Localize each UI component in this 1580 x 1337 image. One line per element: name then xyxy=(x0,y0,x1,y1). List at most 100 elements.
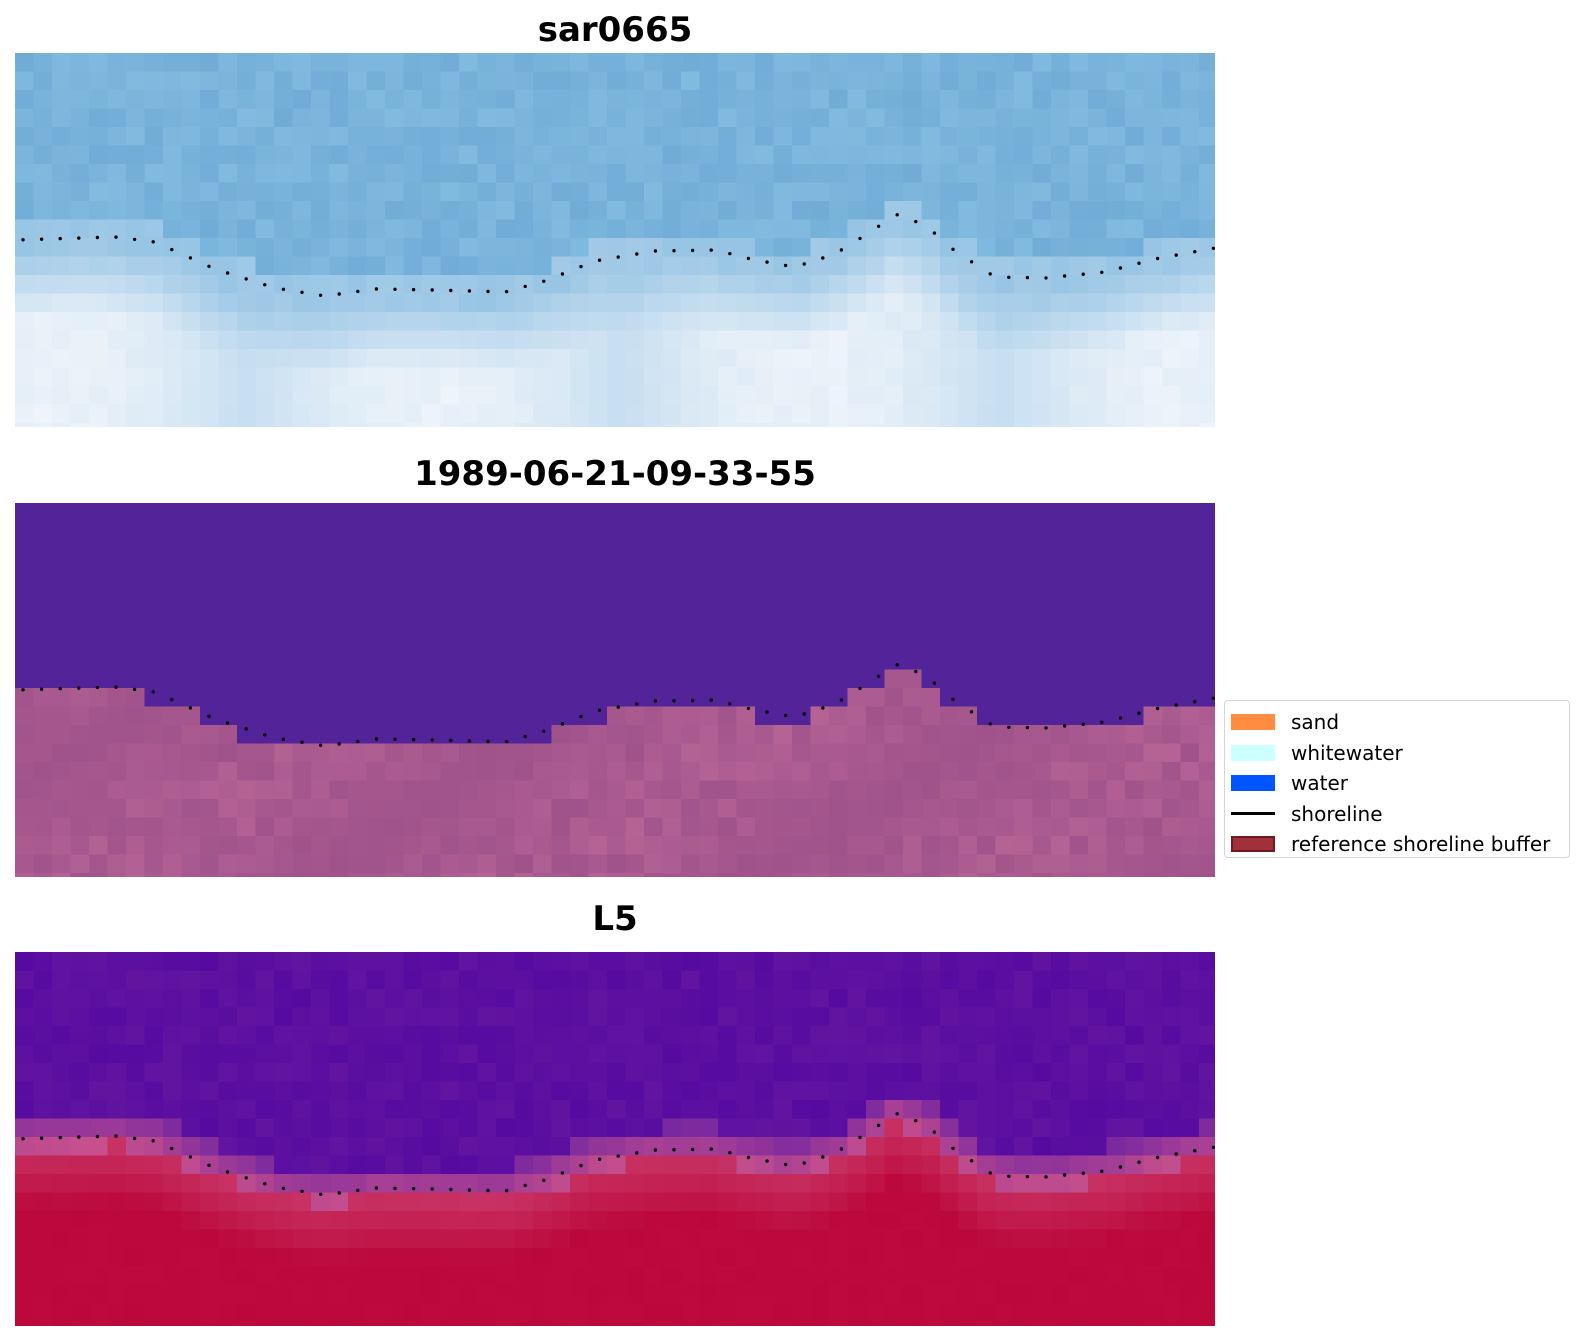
raster-pixel xyxy=(551,1100,571,1120)
raster-pixel xyxy=(755,1174,775,1194)
raster-pixel xyxy=(1069,1118,1089,1138)
raster-pixel xyxy=(440,71,460,91)
raster-pixel xyxy=(403,540,423,560)
raster-pixel xyxy=(459,90,479,110)
raster-pixel xyxy=(274,145,294,165)
raster-pixel xyxy=(70,817,90,837)
raster-pixel xyxy=(329,219,349,239)
raster-pixel xyxy=(348,854,368,874)
raster-pixel xyxy=(477,1100,497,1120)
raster-pixel xyxy=(181,1026,201,1046)
raster-pixel xyxy=(847,90,867,110)
raster-pixel xyxy=(237,743,257,763)
raster-pixel xyxy=(52,1248,72,1268)
raster-pixel xyxy=(366,1211,386,1231)
shoreline-point xyxy=(635,252,639,256)
raster-pixel xyxy=(570,854,590,874)
raster-pixel xyxy=(533,349,553,369)
raster-pixel xyxy=(348,1248,368,1268)
raster-pixel xyxy=(52,1118,72,1138)
raster-pixel xyxy=(1143,970,1163,990)
raster-pixel xyxy=(1180,651,1200,671)
raster-pixel xyxy=(200,1081,220,1101)
raster-pixel xyxy=(255,521,275,541)
raster-pixel xyxy=(52,1063,72,1083)
raster-pixel xyxy=(1143,182,1163,202)
raster-pixel xyxy=(718,349,738,369)
raster-pixel xyxy=(15,521,35,541)
raster-pixel xyxy=(829,1229,849,1249)
raster-pixel xyxy=(829,293,849,313)
raster-pixel xyxy=(718,219,738,239)
raster-pixel xyxy=(662,632,682,652)
raster-pixel xyxy=(366,836,386,856)
raster-pixel xyxy=(699,1211,719,1231)
raster-pixel xyxy=(551,312,571,332)
raster-pixel xyxy=(366,256,386,276)
raster-pixel xyxy=(514,780,534,800)
raster-pixel xyxy=(792,1044,812,1064)
raster-pixel xyxy=(884,558,904,578)
raster-pixel xyxy=(607,90,627,110)
raster-pixel xyxy=(385,404,405,424)
raster-pixel xyxy=(1051,1229,1071,1249)
raster-pixel xyxy=(1106,1063,1126,1083)
raster-pixel xyxy=(1051,219,1071,239)
raster-pixel xyxy=(810,540,830,560)
raster-pixel xyxy=(662,145,682,165)
raster-pixel xyxy=(163,1229,183,1249)
raster-pixel xyxy=(459,423,479,427)
raster-pixel xyxy=(810,1081,830,1101)
shoreline-point xyxy=(839,1147,844,1151)
raster-pixel xyxy=(403,799,423,819)
raster-pixel xyxy=(1088,817,1108,837)
raster-pixel xyxy=(255,71,275,91)
raster-pixel xyxy=(1143,1044,1163,1064)
shoreline-point xyxy=(560,722,565,726)
shoreline-point xyxy=(1193,700,1197,704)
raster-pixel xyxy=(736,238,756,258)
raster-pixel xyxy=(921,293,941,313)
raster-pixel xyxy=(200,614,220,634)
raster-pixel xyxy=(144,1303,164,1323)
raster-pixel xyxy=(366,108,386,128)
raster-pixel xyxy=(422,706,442,726)
raster-pixel xyxy=(15,164,35,184)
raster-pixel xyxy=(1143,1081,1163,1101)
raster-pixel xyxy=(403,614,423,634)
shoreline-point xyxy=(597,708,602,712)
raster-pixel xyxy=(1162,854,1182,874)
shoreline-point xyxy=(542,1178,546,1182)
shoreline-point xyxy=(1062,724,1067,728)
raster-pixel xyxy=(644,145,664,165)
raster-pixel xyxy=(773,1322,793,1326)
raster-pixel xyxy=(625,799,645,819)
raster-pixel xyxy=(1032,182,1052,202)
raster-pixel xyxy=(496,201,516,221)
raster-pixel xyxy=(792,970,812,990)
raster-pixel xyxy=(1014,164,1034,184)
raster-pixel xyxy=(422,651,442,671)
raster-pixel xyxy=(1199,743,1215,763)
raster-pixel xyxy=(1180,1118,1200,1138)
raster-pixel xyxy=(884,1081,904,1101)
raster-pixel xyxy=(607,53,627,73)
raster-pixel xyxy=(52,1155,72,1175)
raster-pixel xyxy=(792,1248,812,1268)
raster-pixel xyxy=(847,330,867,350)
raster-pixel xyxy=(144,952,164,972)
raster-pixel xyxy=(866,330,886,350)
raster-pixel xyxy=(755,836,775,856)
raster-pixel xyxy=(884,651,904,671)
raster-pixel xyxy=(1051,1174,1071,1194)
raster-pixel xyxy=(348,1322,368,1326)
raster-pixel xyxy=(33,127,53,147)
raster-pixel xyxy=(755,164,775,184)
raster-pixel xyxy=(366,1322,386,1326)
shoreline-point xyxy=(21,238,25,242)
raster-pixel xyxy=(496,873,516,877)
raster-pixel xyxy=(1069,780,1089,800)
raster-pixel xyxy=(255,330,275,350)
raster-pixel xyxy=(329,275,349,295)
raster-pixel xyxy=(496,540,516,560)
